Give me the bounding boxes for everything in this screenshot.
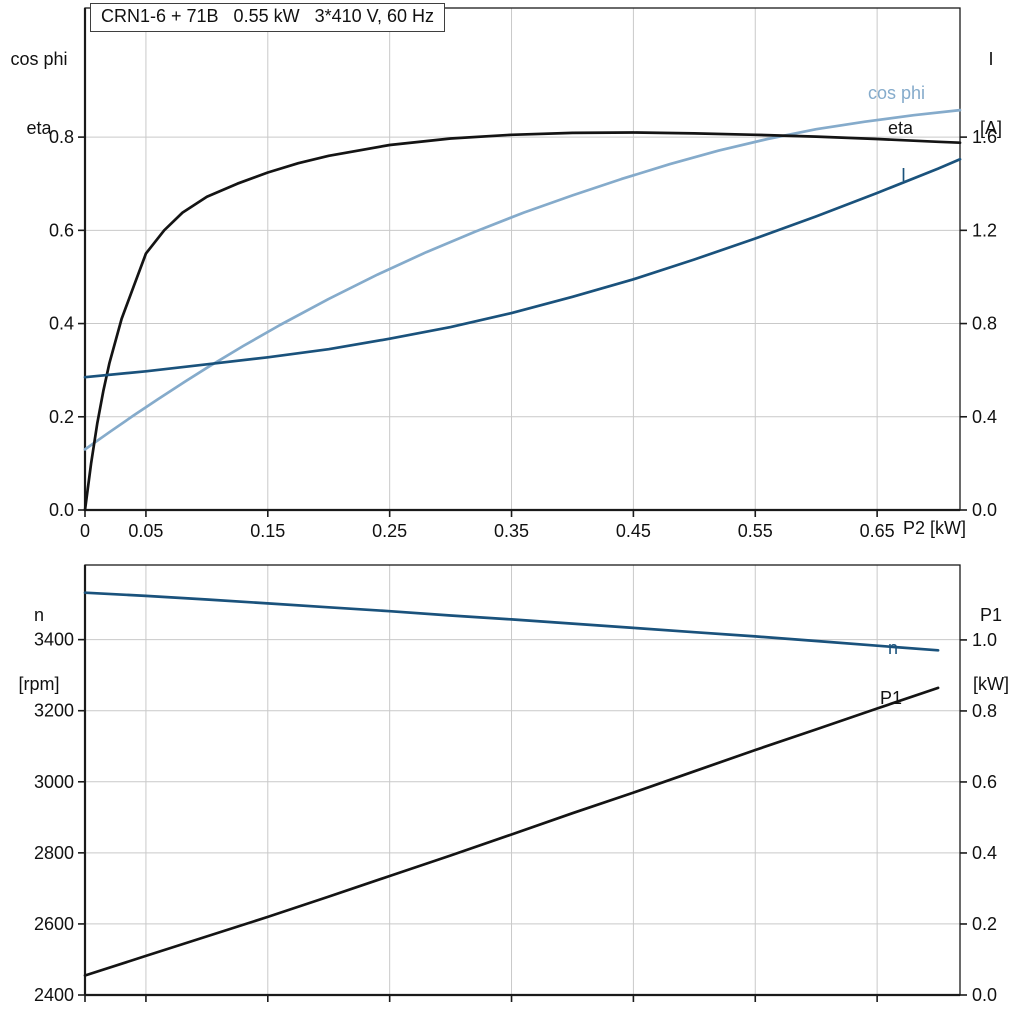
power-axis-title-line1: P1 [979, 605, 1003, 625]
bottom-tick-label: 0.55 [738, 521, 773, 541]
power-axis-title-line2: [kW] [973, 674, 1009, 694]
left-tick-label: 2400 [34, 985, 74, 1005]
curve-eta [83, 131, 962, 512]
left-tick-label: 3000 [34, 772, 74, 792]
curve-input-power [83, 686, 940, 977]
plot-frame [84, 564, 961, 996]
bottom-tick-label: 0 [80, 521, 90, 541]
x-axis-label: P2 [kW] [903, 518, 967, 538]
bottom-tick-label: 0.15 [250, 521, 285, 541]
left-tick-label: 0.2 [49, 407, 74, 427]
bottom-tick-label: 0.25 [372, 521, 407, 541]
bottom-tick-label: 0.45 [616, 521, 651, 541]
curve-current [83, 157, 962, 379]
right-axis-title-line1: I [988, 49, 994, 69]
chart-title-box: CRN1-6 + 71B 0.55 kW 3*410 V, 60 Hz [90, 3, 446, 32]
left-axis-title-line1: cos phi [10, 49, 68, 69]
right-tick-label: 0.8 [972, 314, 997, 334]
bottom-tick-label: 0.35 [494, 521, 529, 541]
bottom-tick-label: 0.65 [860, 521, 895, 541]
right-tick-label: 0.2 [972, 914, 997, 934]
eta-curve-label: eta [888, 118, 914, 138]
right-tick-label: 0.4 [972, 407, 997, 427]
left-tick-label: 3200 [34, 701, 74, 721]
right-tick-label: 1.0 [972, 630, 997, 650]
right-tick-label: 0.0 [972, 500, 997, 520]
top-left-axis-title: cos phi eta [0, 2, 78, 186]
current-curve-label: I [901, 165, 907, 185]
right-tick-label: 0.6 [972, 772, 997, 792]
bottom-right-axis-title: P1 [kW] [963, 558, 1019, 742]
speed-curve-label: n [888, 638, 899, 658]
bottom-tick-label: 0.05 [128, 521, 163, 541]
left-tick-label: 0.0 [49, 500, 74, 520]
speed-axis-title-line2: [rpm] [18, 674, 60, 694]
top-right-axis-title: I [A] [963, 2, 1019, 186]
left-tick-label: 0.4 [49, 314, 74, 334]
cos-phi-curve-label: cos phi [868, 83, 926, 103]
right-axis-title-line2: [A] [979, 118, 1002, 138]
curve-speed [83, 591, 940, 652]
left-axis-title-line2: eta [26, 118, 52, 138]
right-tick-label: 0.8 [972, 701, 997, 721]
left-tick-label: 2600 [34, 914, 74, 934]
bottom-left-axis-title: n [rpm] [0, 558, 78, 742]
left-tick-label: 3400 [34, 630, 74, 650]
left-tick-label: 0.6 [49, 220, 74, 240]
left-tick-label: 2800 [34, 843, 74, 863]
right-tick-label: 0.4 [972, 843, 997, 863]
right-tick-label: 0.0 [972, 985, 997, 1005]
input-power-curve-label: P1 [880, 688, 903, 708]
right-tick-label: 1.2 [972, 220, 997, 240]
curve-cos-phi [83, 108, 962, 451]
right-tick-label: 1.6 [972, 127, 997, 147]
speed-axis-title-line1: n [33, 605, 44, 625]
left-tick-label: 0.8 [49, 127, 74, 147]
